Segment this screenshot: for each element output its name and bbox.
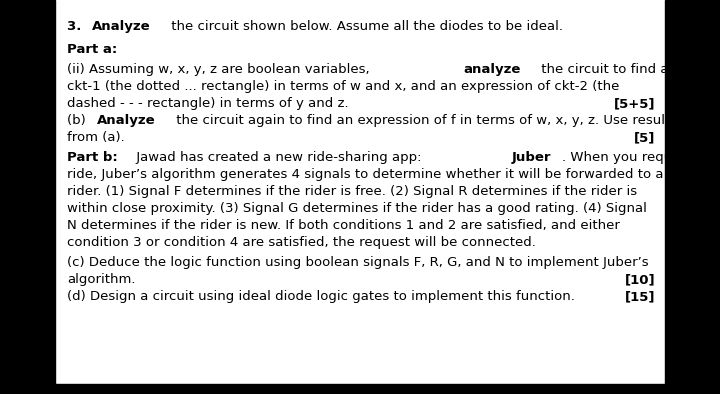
Text: [5]: [5] xyxy=(634,131,655,144)
Bar xyxy=(0,384,720,394)
Text: the circuit shown below. Assume all the diodes to be ideal.: the circuit shown below. Assume all the … xyxy=(167,20,563,33)
Text: Analyze: Analyze xyxy=(91,20,150,33)
Text: N determines if the rider is new. If both conditions 1 and 2 are satisfied, and : N determines if the rider is new. If bot… xyxy=(67,219,620,232)
Text: ckt-1 (the dotted ... rectangle) in terms of w and x, and an expression of ckt-2: ckt-1 (the dotted ... rectangle) in term… xyxy=(67,80,619,93)
Text: the circuit again to find an expression of f in terms of w, x, y, z. Use results: the circuit again to find an expression … xyxy=(172,114,678,127)
Text: from (a).: from (a). xyxy=(67,131,125,144)
Text: rider. (1) Signal F determines if the rider is free. (2) Signal R determines if : rider. (1) Signal F determines if the ri… xyxy=(67,185,637,198)
Text: (b): (b) xyxy=(67,114,90,127)
Text: . When you request a Juber: . When you request a Juber xyxy=(562,151,720,164)
Text: [15]: [15] xyxy=(624,290,655,303)
Text: (c) Deduce the logic function using boolean signals F, R, G, and N to implement : (c) Deduce the logic function using bool… xyxy=(67,256,649,269)
Text: 3.: 3. xyxy=(67,20,86,33)
Text: [10]: [10] xyxy=(624,273,655,286)
Text: algorithm.: algorithm. xyxy=(67,273,135,286)
Text: Analyze: Analyze xyxy=(96,114,156,127)
Text: the circuit to find an expression of: the circuit to find an expression of xyxy=(537,63,720,76)
Text: Jawad has created a new ride-sharing app:: Jawad has created a new ride-sharing app… xyxy=(132,151,426,164)
Bar xyxy=(0,0,55,394)
Text: analyze: analyze xyxy=(463,63,521,76)
Text: Part b:: Part b: xyxy=(67,151,118,164)
Text: Part a:: Part a: xyxy=(67,43,117,56)
Text: (d) Design a circuit using ideal diode logic gates to implement this function.: (d) Design a circuit using ideal diode l… xyxy=(67,290,575,303)
Text: condition 3 or condition 4 are satisfied, the request will be connected.: condition 3 or condition 4 are satisfied… xyxy=(67,236,536,249)
Text: [5+5]: [5+5] xyxy=(613,97,655,110)
Text: within close proximity. (3) Signal G determines if the rider has a good rating. : within close proximity. (3) Signal G det… xyxy=(67,202,647,215)
Text: ride, Juber’s algorithm generates 4 signals to determine whether it will be forw: ride, Juber’s algorithm generates 4 sign… xyxy=(67,168,664,181)
Text: (ii) Assuming w, x, y, z are boolean variables,: (ii) Assuming w, x, y, z are boolean var… xyxy=(67,63,374,76)
Text: Juber: Juber xyxy=(511,151,551,164)
Text: dashed - - - rectangle) in terms of y and z.: dashed - - - rectangle) in terms of y an… xyxy=(67,97,348,110)
Bar xyxy=(665,0,720,394)
